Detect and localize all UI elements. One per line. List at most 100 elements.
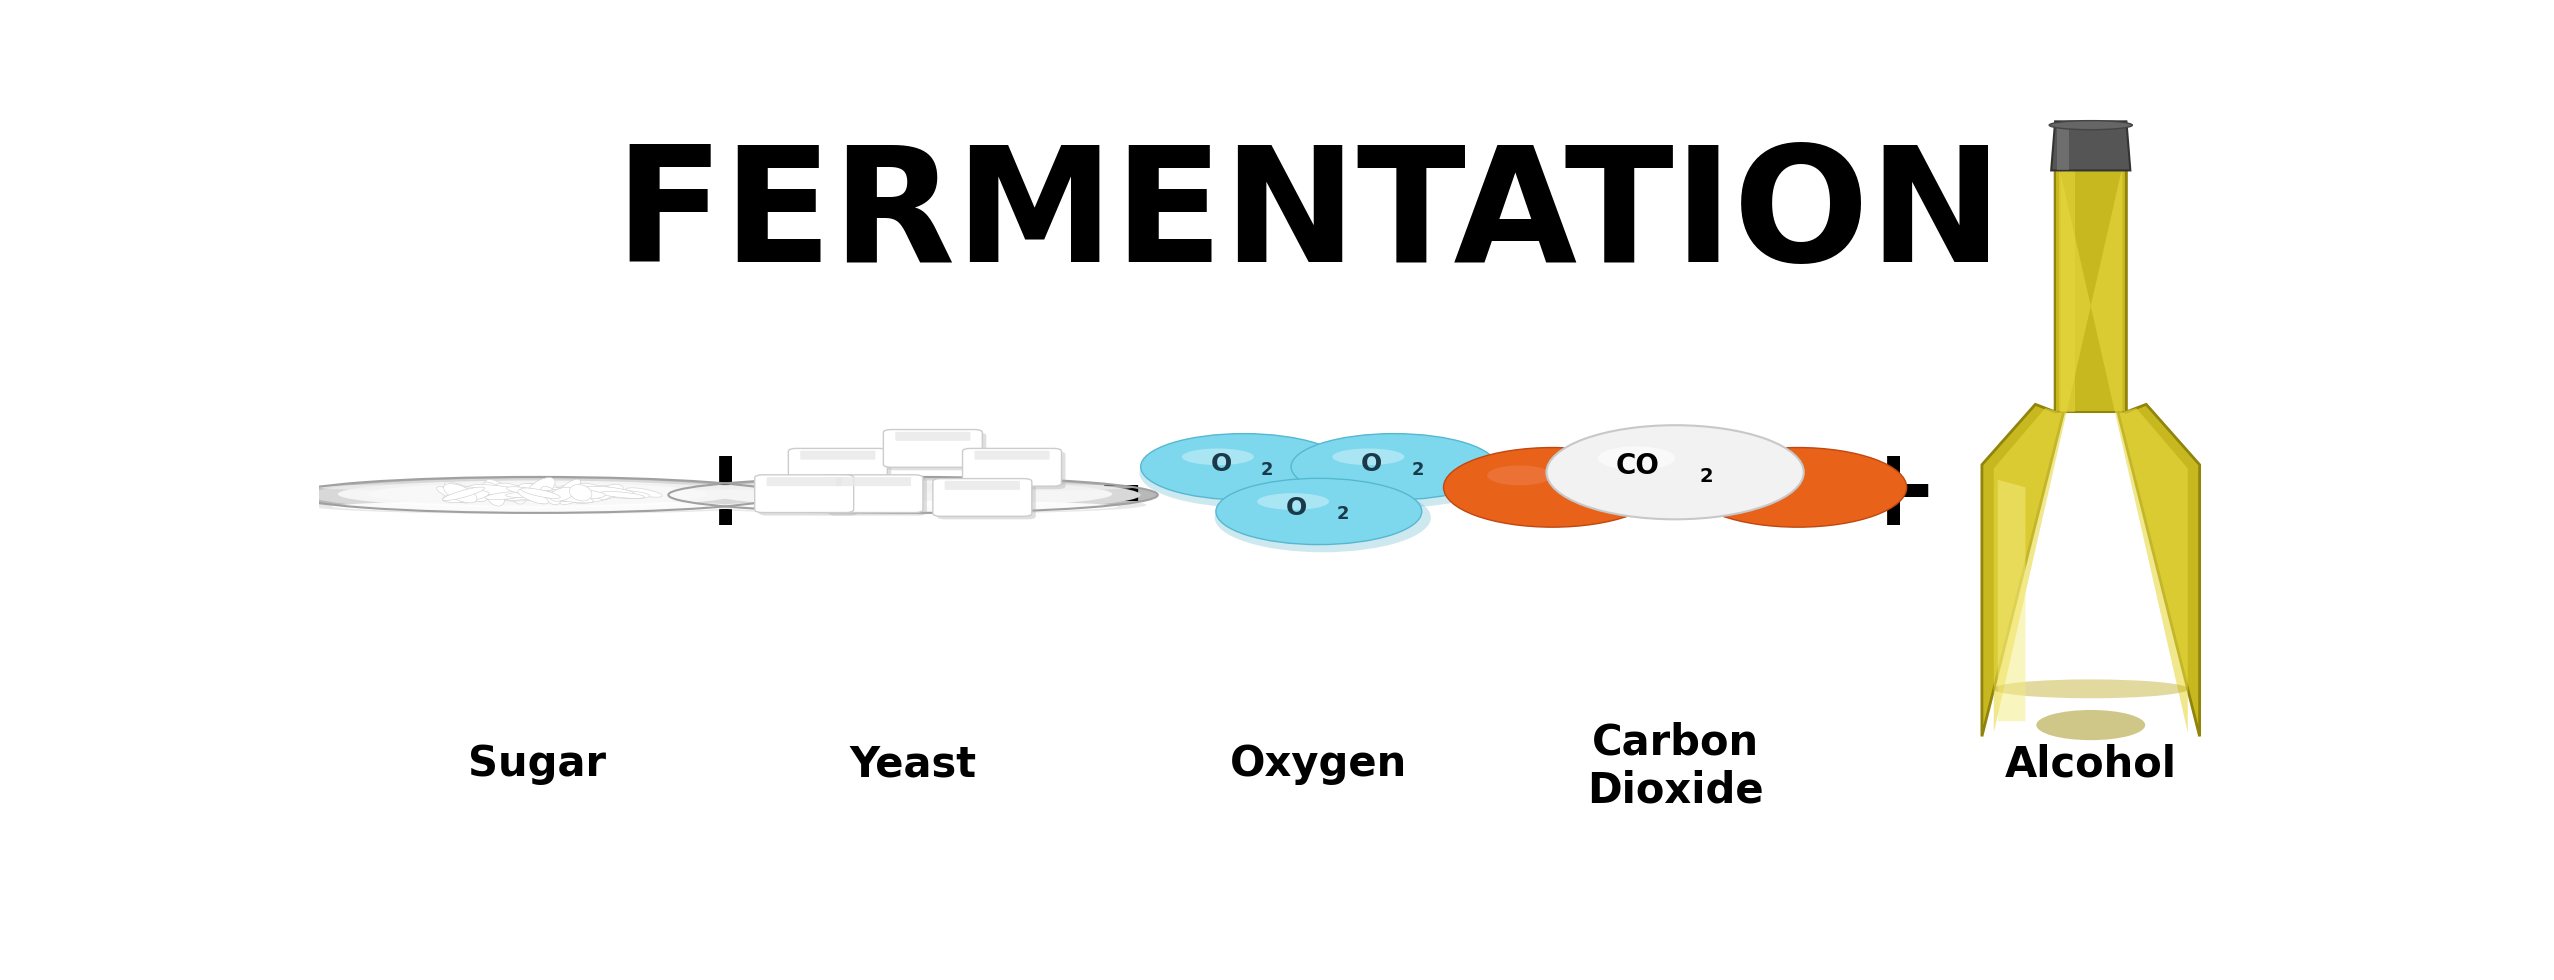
Ellipse shape xyxy=(595,485,613,500)
Ellipse shape xyxy=(1443,448,1660,527)
Ellipse shape xyxy=(506,491,559,498)
FancyBboxPatch shape xyxy=(932,478,1032,516)
FancyBboxPatch shape xyxy=(799,451,876,460)
Ellipse shape xyxy=(485,491,529,500)
FancyBboxPatch shape xyxy=(766,477,843,486)
Text: -: - xyxy=(1098,441,1144,549)
Ellipse shape xyxy=(2036,710,2145,740)
Ellipse shape xyxy=(511,487,541,501)
Ellipse shape xyxy=(1599,446,1675,469)
Ellipse shape xyxy=(1183,449,1254,466)
Ellipse shape xyxy=(1292,433,1497,500)
Ellipse shape xyxy=(444,482,480,497)
Ellipse shape xyxy=(536,491,593,503)
Text: Oxygen: Oxygen xyxy=(1231,744,1407,785)
Ellipse shape xyxy=(495,483,529,498)
FancyBboxPatch shape xyxy=(792,452,891,489)
Ellipse shape xyxy=(526,485,547,502)
Ellipse shape xyxy=(442,487,485,501)
FancyBboxPatch shape xyxy=(976,451,1050,460)
Polygon shape xyxy=(1995,167,2189,733)
Ellipse shape xyxy=(467,484,526,496)
Ellipse shape xyxy=(679,496,1147,514)
FancyBboxPatch shape xyxy=(759,478,858,515)
Ellipse shape xyxy=(332,501,741,513)
Ellipse shape xyxy=(521,488,559,499)
Ellipse shape xyxy=(460,487,488,502)
Ellipse shape xyxy=(554,479,580,502)
Ellipse shape xyxy=(559,492,585,505)
Text: 2: 2 xyxy=(1262,461,1274,479)
Ellipse shape xyxy=(536,487,557,500)
Ellipse shape xyxy=(626,488,661,497)
Ellipse shape xyxy=(1216,483,1430,553)
FancyBboxPatch shape xyxy=(937,481,1037,519)
Ellipse shape xyxy=(536,489,570,500)
Ellipse shape xyxy=(291,477,782,513)
Ellipse shape xyxy=(1992,679,2189,699)
Ellipse shape xyxy=(541,483,559,501)
Ellipse shape xyxy=(470,486,488,500)
Polygon shape xyxy=(2056,163,2127,412)
Polygon shape xyxy=(2051,122,2130,171)
Text: +: + xyxy=(1847,441,1938,549)
Ellipse shape xyxy=(541,486,559,505)
Ellipse shape xyxy=(570,484,593,501)
Ellipse shape xyxy=(1486,466,1553,485)
Polygon shape xyxy=(2061,163,2074,412)
Ellipse shape xyxy=(437,487,470,503)
Ellipse shape xyxy=(444,484,478,503)
Ellipse shape xyxy=(534,485,549,504)
Text: O: O xyxy=(1211,452,1231,475)
Ellipse shape xyxy=(506,488,539,499)
FancyBboxPatch shape xyxy=(756,475,853,513)
Ellipse shape xyxy=(2048,121,2133,129)
FancyBboxPatch shape xyxy=(835,477,912,486)
Ellipse shape xyxy=(529,489,562,499)
FancyBboxPatch shape xyxy=(945,481,1019,490)
Ellipse shape xyxy=(557,485,572,502)
Text: Carbon
Dioxide: Carbon Dioxide xyxy=(1586,721,1762,811)
Ellipse shape xyxy=(485,479,516,500)
Ellipse shape xyxy=(365,482,707,506)
Ellipse shape xyxy=(495,487,536,498)
Ellipse shape xyxy=(442,490,488,503)
FancyBboxPatch shape xyxy=(896,432,971,441)
Ellipse shape xyxy=(1139,438,1356,508)
Ellipse shape xyxy=(549,487,575,501)
FancyBboxPatch shape xyxy=(884,429,983,467)
FancyBboxPatch shape xyxy=(965,452,1065,489)
Text: FERMENTATION: FERMENTATION xyxy=(616,140,2002,295)
Ellipse shape xyxy=(595,490,649,499)
FancyBboxPatch shape xyxy=(886,432,986,470)
Ellipse shape xyxy=(1688,448,1908,527)
Ellipse shape xyxy=(526,477,554,500)
Ellipse shape xyxy=(309,478,764,512)
Text: +: + xyxy=(679,441,771,549)
Ellipse shape xyxy=(1142,433,1346,500)
Ellipse shape xyxy=(511,485,526,504)
Ellipse shape xyxy=(521,485,552,497)
Ellipse shape xyxy=(715,480,1111,508)
Ellipse shape xyxy=(506,487,547,496)
Text: O: O xyxy=(1285,497,1308,520)
Ellipse shape xyxy=(669,477,1157,513)
Ellipse shape xyxy=(534,488,580,500)
Ellipse shape xyxy=(518,489,549,504)
Ellipse shape xyxy=(600,491,644,499)
Ellipse shape xyxy=(495,487,534,498)
Ellipse shape xyxy=(493,489,552,499)
Ellipse shape xyxy=(692,483,1134,492)
Ellipse shape xyxy=(304,496,771,514)
Polygon shape xyxy=(2056,125,2069,171)
Polygon shape xyxy=(1997,480,2025,721)
FancyBboxPatch shape xyxy=(789,449,886,486)
Text: 2: 2 xyxy=(1701,466,1714,485)
Ellipse shape xyxy=(1216,478,1423,545)
Ellipse shape xyxy=(1290,438,1507,508)
Ellipse shape xyxy=(582,486,633,496)
Ellipse shape xyxy=(590,484,623,501)
Ellipse shape xyxy=(439,487,472,496)
Text: =: = xyxy=(1453,434,1560,556)
Ellipse shape xyxy=(314,483,759,492)
